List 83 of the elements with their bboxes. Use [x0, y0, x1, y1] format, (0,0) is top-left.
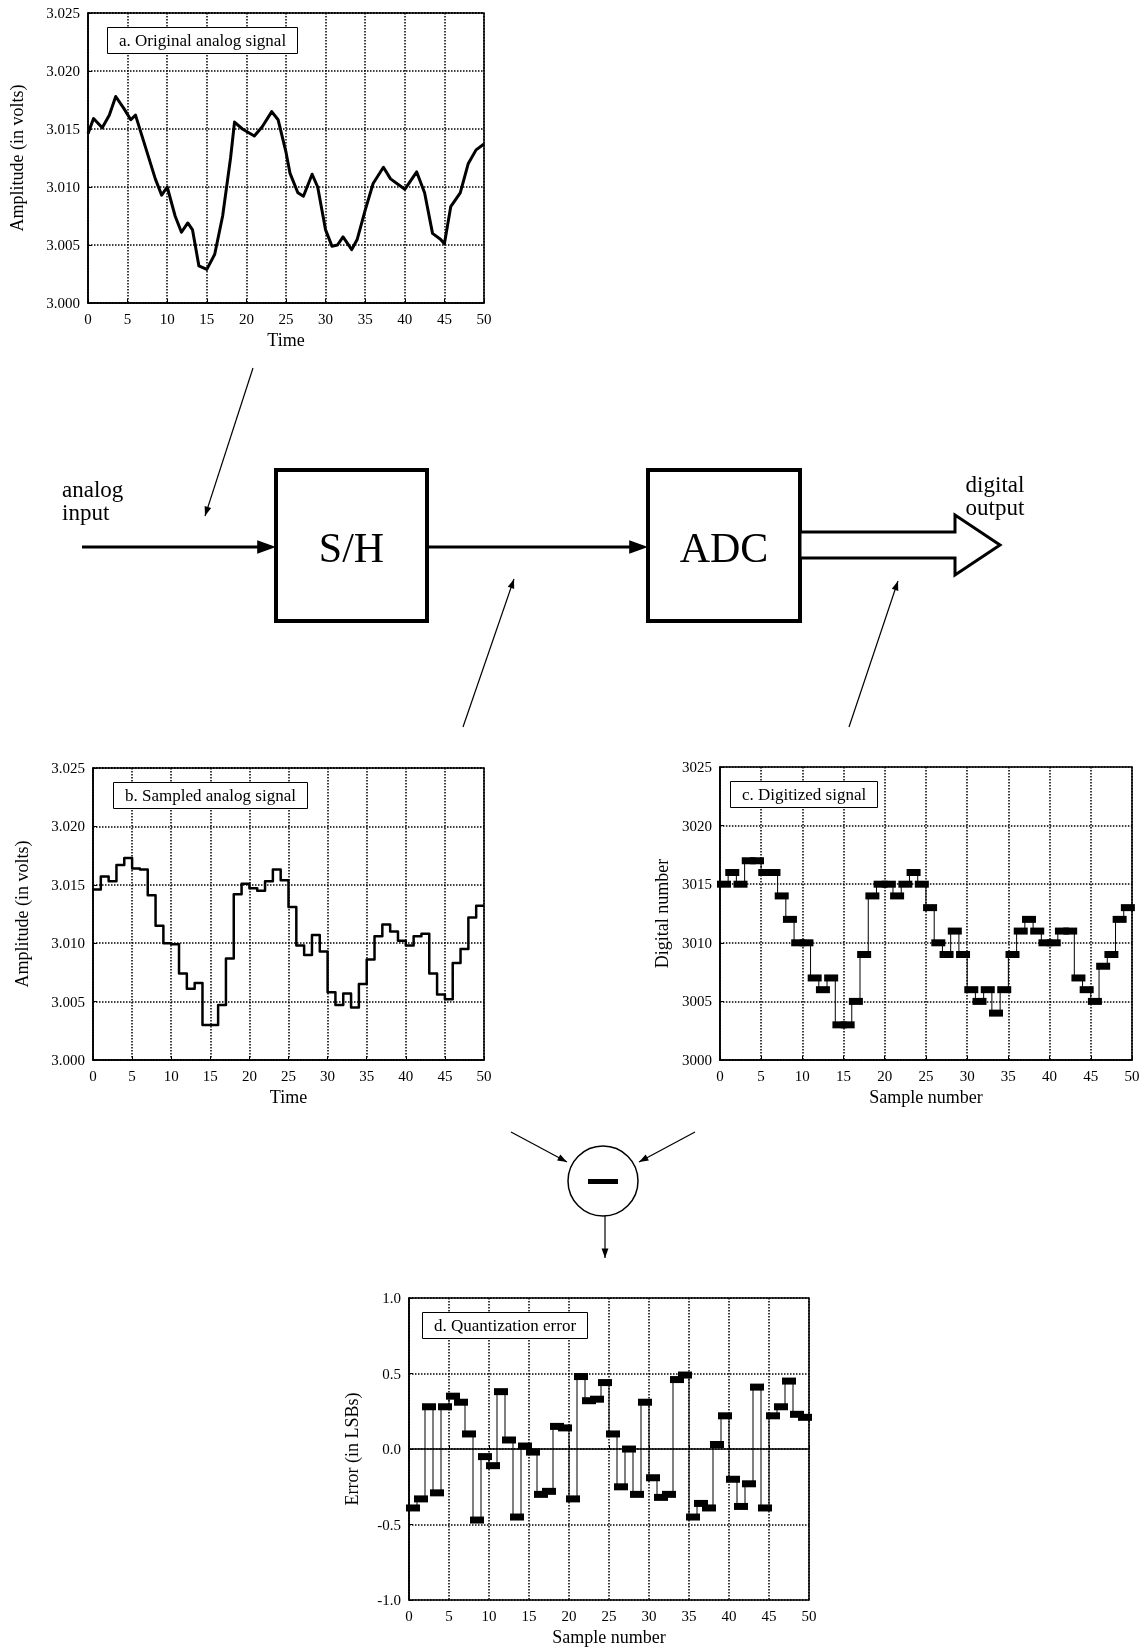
x-tick-label: 25: [918, 1067, 934, 1084]
y-tick-label: 3015: [681, 876, 712, 893]
y-axis-title: Error (in LSBs): [342, 1392, 363, 1506]
y-tick-label: 3.000: [46, 295, 80, 311]
y-tick-label: 3.020: [46, 63, 80, 79]
x-tick-label: 25: [281, 1067, 296, 1084]
y-tick-label: 3.005: [46, 237, 80, 253]
x-tick-label: 10: [794, 1067, 810, 1084]
x-axis-title: Sample number: [869, 1086, 983, 1107]
x-tick-label: 30: [320, 1067, 336, 1084]
x-tick-label: 30: [959, 1067, 975, 1084]
x-tick-label: 40: [721, 1607, 737, 1624]
x-tick-label: 45: [761, 1607, 777, 1624]
x-tick-label: 20: [877, 1067, 893, 1084]
y-tick-label: -0.5: [377, 1516, 401, 1533]
x-tick-label: 25: [601, 1607, 617, 1624]
y-tick-label: 0.0: [382, 1441, 401, 1458]
y-tick-label: 3.005: [51, 993, 85, 1010]
x-axis-title: Time: [267, 329, 305, 350]
x-axis-title: Sample number: [552, 1627, 666, 1647]
y-axis-title: Amplitude (in volts): [7, 84, 28, 232]
y-tick-label: 3.020: [51, 818, 85, 835]
x-tick-label: 40: [397, 310, 413, 327]
y-tick-label: 3.025: [51, 760, 85, 776]
y-axis-title: Digital number: [652, 858, 672, 969]
x-tick-label: 35: [1000, 1067, 1016, 1084]
x-tick-label: 0: [89, 1067, 97, 1084]
x-tick-label: 5: [757, 1067, 765, 1084]
y-tick-label: 3.015: [46, 121, 80, 137]
x-tick-label: 0: [716, 1067, 724, 1084]
x-tick-label: 10: [481, 1607, 497, 1624]
x-tick-label: 15: [202, 1067, 218, 1084]
text: ADC: [678, 525, 770, 571]
x-tick-label: 20: [561, 1607, 577, 1624]
x-tick-label: 50: [801, 1607, 817, 1624]
x-tick-label: 35: [359, 1067, 375, 1084]
y-tick-label: 3020: [681, 817, 712, 834]
y-tick-label: 3.010: [51, 935, 85, 952]
y-tick-label: 3010: [681, 934, 712, 951]
x-tick-label: 5: [123, 310, 132, 327]
x-tick-label: 25: [278, 310, 294, 327]
y-tick-label: 3005: [681, 993, 712, 1010]
text: c. Digitized signal: [742, 785, 867, 804]
y-tick-label: 3.025: [46, 5, 80, 21]
y-tick-label: 3.010: [46, 179, 80, 195]
x-tick-label: 15: [521, 1607, 537, 1624]
y-tick-label: 3.015: [51, 876, 85, 893]
x-tick-label: 30: [318, 310, 334, 327]
x-tick-label: 5: [445, 1607, 453, 1624]
x-tick-label: 50: [476, 1067, 492, 1084]
x-tick-label: 0: [405, 1607, 413, 1624]
x-tick-label: 30: [641, 1607, 657, 1624]
x-tick-label: 20: [238, 310, 254, 327]
text: b. Sampled analog signal: [125, 786, 297, 805]
x-tick-label: 45: [436, 310, 452, 327]
y-tick-label: 1.0: [382, 1290, 401, 1306]
y-tick-label: -1.0: [377, 1592, 401, 1609]
y-tick-label: 3025: [681, 759, 712, 775]
x-tick-label: 50: [476, 310, 492, 327]
x-tick-label: 35: [357, 310, 373, 327]
y-tick-label: 0.5: [382, 1365, 401, 1382]
x-tick-label: 45: [437, 1067, 453, 1084]
x-tick-label: 40: [398, 1067, 414, 1084]
x-tick-label: 40: [1042, 1067, 1058, 1084]
x-tick-label: 15: [836, 1067, 852, 1084]
text: S/H: [317, 525, 386, 571]
text: d. Quantization error: [434, 1316, 577, 1335]
x-tick-label: 10: [159, 310, 175, 327]
x-tick-label: 45: [1083, 1067, 1099, 1084]
x-axis-title: Time: [269, 1086, 308, 1107]
x-tick-label: 50: [1124, 1067, 1140, 1084]
y-axis-title: Amplitude (in volts): [12, 840, 33, 988]
x-tick-label: 20: [241, 1067, 257, 1084]
y-tick-label: 3.000: [51, 1052, 85, 1068]
text: digital output: [964, 472, 1026, 520]
x-tick-label: 15: [199, 310, 215, 327]
x-tick-label: 5: [128, 1067, 136, 1084]
x-tick-label: 10: [163, 1067, 179, 1084]
x-tick-label: 0: [84, 310, 92, 327]
text: a. Original analog signal: [119, 31, 287, 50]
text: analog input: [62, 477, 125, 525]
y-tick-label: 3000: [681, 1052, 712, 1068]
x-tick-label: 35: [681, 1607, 697, 1624]
